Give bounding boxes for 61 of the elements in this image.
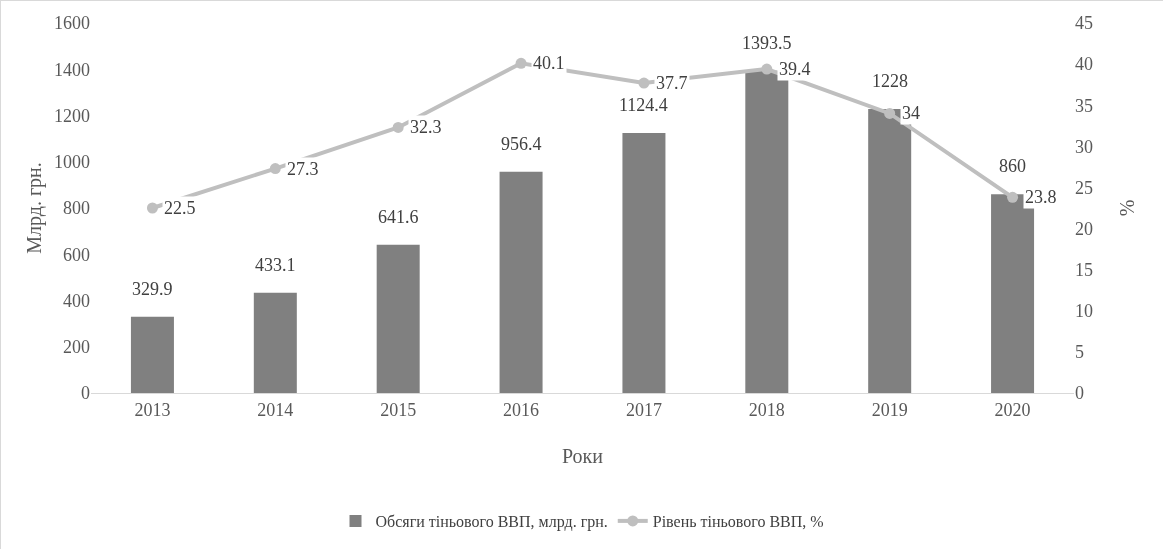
data-label: 956.4 (501, 134, 542, 154)
data-label: 34 (902, 103, 920, 123)
legend-label: Рівень тіньового ВВП, % (652, 513, 824, 531)
point (638, 77, 650, 89)
bar (376, 244, 420, 393)
point (1007, 191, 1019, 203)
y2-tick-label: 35 (1075, 95, 1093, 116)
bar (499, 171, 543, 393)
y2-axis-title: % (1116, 199, 1138, 217)
y2-tick-label: 25 (1075, 177, 1093, 198)
data-label: 32.3 (410, 117, 442, 137)
x-tick-label: 2016 (503, 399, 540, 420)
data-label: 39.4 (779, 59, 811, 79)
y2-tick-label: 45 (1075, 13, 1093, 34)
point (269, 163, 281, 175)
data-label: 40.1 (533, 53, 565, 73)
x-axis-title: Роки (561, 445, 604, 467)
y2-tick-label: 30 (1075, 136, 1093, 157)
data-label: 433.1 (255, 255, 296, 275)
y-tick-label: 0 (81, 383, 90, 404)
point (515, 57, 527, 69)
y-tick-label: 1600 (54, 13, 90, 34)
bar (253, 292, 297, 393)
x-tick-label: 2014 (257, 399, 294, 420)
y-tick-label: 800 (63, 198, 90, 219)
data-label: 1228 (872, 71, 908, 91)
point (884, 107, 896, 119)
point (392, 121, 404, 133)
point (761, 63, 773, 75)
y-tick-label: 1200 (54, 105, 90, 126)
x-tick-label: 2018 (748, 399, 785, 420)
bar (622, 132, 666, 393)
data-label: 1393.5 (742, 33, 792, 53)
y2-tick-label: 0 (1075, 383, 1084, 404)
x-tick-label: 2013 (134, 399, 171, 420)
data-label: 23.8 (1025, 187, 1057, 207)
x-tick-label: 2015 (380, 399, 417, 420)
point (146, 202, 158, 214)
data-label: 27.3 (287, 159, 319, 179)
data-label: 860 (999, 156, 1026, 176)
data-label: 37.7 (656, 73, 688, 93)
y-tick-label: 200 (63, 337, 90, 358)
y-tick-label: 600 (63, 244, 90, 265)
y-tick-label: 400 (63, 290, 90, 311)
y-axis-title: Млрд. грн. (23, 162, 46, 254)
x-tick-label: 2019 (871, 399, 908, 420)
y2-tick-label: 20 (1075, 218, 1093, 239)
data-label: 641.6 (378, 207, 419, 227)
x-tick-label: 2017 (625, 399, 662, 420)
y2-tick-label: 15 (1075, 259, 1093, 280)
y2-tick-label: 10 (1075, 301, 1093, 322)
legend-label: Обсяги тіньового ВВП, млрд. грн. (375, 513, 608, 532)
bar (130, 316, 174, 393)
y2-tick-label: 40 (1075, 54, 1093, 75)
x-tick-label: 2020 (994, 399, 1031, 420)
data-label: 329.9 (132, 279, 173, 299)
y2-tick-label: 5 (1075, 342, 1084, 363)
data-label: 1124.4 (619, 95, 668, 115)
data-label: 22.5 (164, 198, 196, 218)
y-tick-label: 1000 (54, 152, 90, 173)
y-tick-label: 1400 (54, 59, 90, 80)
